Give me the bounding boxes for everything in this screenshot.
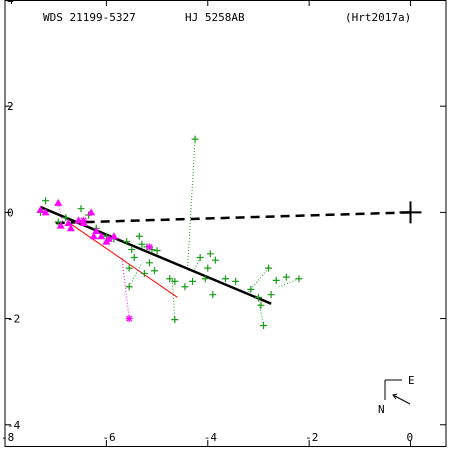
reference-label: (Hrt2017a) (345, 11, 411, 24)
green-point (138, 240, 146, 248)
green-point (254, 293, 262, 301)
green-point (128, 246, 136, 254)
green-point (140, 269, 148, 277)
closest-approach-line (55, 211, 411, 225)
magenta-triangle (97, 232, 106, 240)
green-point (77, 205, 85, 213)
axis-ticks (4, 0, 446, 446)
magenta-star (125, 315, 133, 323)
axis-tick-labels: -8 -6 -4 -2 0 4 2 0 -2 -4 (1, 0, 413, 444)
star-name: HJ 5258AB (185, 11, 245, 24)
green-point (209, 291, 217, 299)
magenta-triangle (64, 219, 73, 226)
green-point (204, 264, 212, 272)
magenta-triangle (87, 208, 96, 216)
green-point (153, 247, 161, 255)
plot-border (4, 0, 447, 447)
green-point (135, 232, 143, 240)
green-point (42, 197, 50, 205)
green-point (232, 277, 240, 285)
x-tick-label: 0 (407, 431, 414, 444)
magenta-star (80, 216, 88, 224)
green-point (171, 316, 179, 324)
red-orbit-line (70, 223, 178, 298)
green-point (54, 218, 62, 226)
green-point (295, 275, 303, 283)
magenta-triangle (92, 226, 101, 234)
green-point (257, 301, 265, 309)
compass-north-label: N (378, 403, 385, 416)
magenta-triangle (36, 205, 45, 213)
green-residual (247, 267, 269, 293)
green-point (62, 214, 70, 222)
plot-frame (4, 0, 447, 447)
fit-lines (39, 205, 411, 305)
motion-arrowhead-icon (392, 393, 398, 400)
y-tick-label: 0 (7, 206, 14, 219)
green-residual (278, 278, 300, 288)
green-point (211, 256, 219, 264)
green-residual (128, 262, 143, 287)
primary-marker (399, 201, 422, 224)
magenta-triangle (41, 208, 50, 216)
residual-lines (57, 139, 300, 326)
primary-star-marker (399, 201, 422, 224)
green-point (267, 291, 275, 299)
x-tick-label: -6 (102, 431, 115, 444)
y-tick-label: -4 (7, 419, 21, 432)
green-point (222, 275, 229, 283)
motion-arrow-icon (392, 394, 411, 405)
magenta-triangle (56, 221, 65, 229)
green-point (247, 285, 255, 293)
green-residual (171, 279, 176, 320)
green-point (196, 254, 204, 262)
green-point (123, 238, 131, 246)
magenta-triangle (102, 237, 111, 245)
green-point (171, 277, 179, 285)
green-point (272, 276, 280, 284)
y-tick-label: 4 (7, 0, 14, 7)
y-tick-label: 2 (7, 100, 14, 113)
green-point (125, 264, 133, 272)
green-point (265, 264, 273, 272)
wds-id: WDS 21199-5327 (43, 11, 136, 24)
green-point (191, 135, 199, 143)
green-point (125, 283, 133, 291)
magenta-residual (57, 202, 64, 225)
green-point (181, 283, 189, 291)
green-point (282, 273, 290, 281)
x-tick-label: -4 (204, 431, 218, 444)
orientation-compass: E N (378, 374, 415, 416)
green-point (166, 275, 174, 283)
x-tick-label: -8 (1, 431, 14, 444)
magenta-triangle (74, 216, 83, 224)
green-point (201, 275, 209, 283)
green-residual (186, 139, 196, 270)
magenta-triangle (54, 198, 63, 206)
y-tick-label: -2 (7, 313, 20, 326)
magenta-observations (36, 198, 153, 323)
magenta-triangle (66, 224, 75, 232)
magenta-star (145, 243, 153, 251)
magenta-triangle (89, 232, 98, 240)
green-point (130, 254, 138, 262)
green-point (151, 267, 159, 275)
magenta-triangle (109, 232, 118, 240)
green-point (145, 259, 153, 267)
green-point (206, 250, 214, 258)
compass-east-label: E (408, 374, 415, 387)
x-tick-label: -2 (305, 431, 318, 444)
green-point (189, 277, 197, 285)
green-point (260, 321, 268, 329)
